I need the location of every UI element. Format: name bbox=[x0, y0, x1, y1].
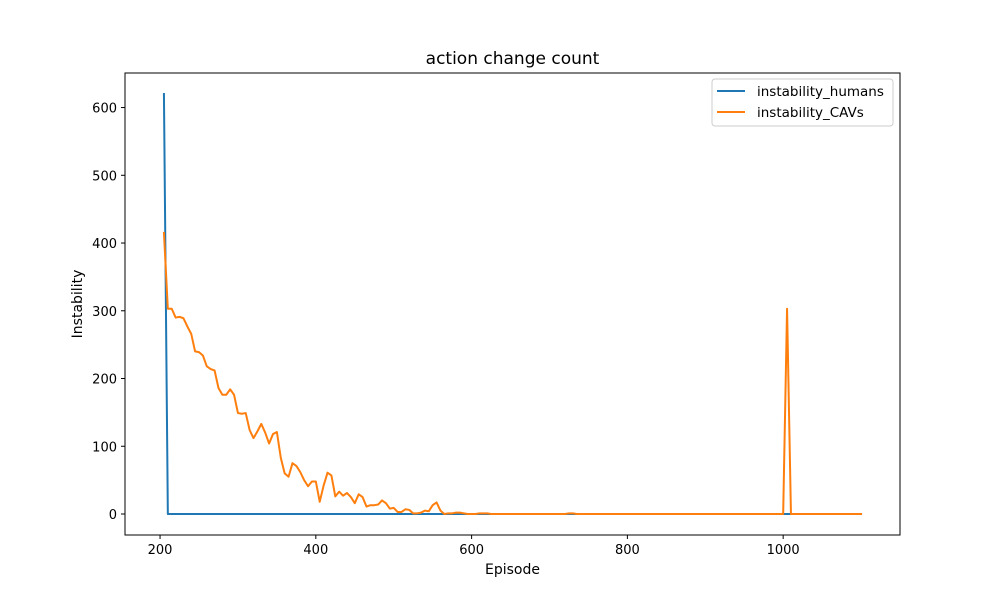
legend-label-1: instability_humans bbox=[757, 84, 884, 100]
x-axis: 200 400 600 800 1000 bbox=[148, 535, 800, 558]
series-layer bbox=[162, 92, 863, 515]
plot-frame bbox=[124, 72, 901, 536]
y-tick-label: 200 bbox=[92, 373, 117, 388]
y-tick-label: 600 bbox=[92, 102, 117, 117]
chart-title: action change count bbox=[426, 49, 600, 69]
y-axis-label: Instability bbox=[70, 270, 86, 339]
y-tick-label: 400 bbox=[92, 237, 117, 252]
legend-box bbox=[711, 78, 894, 127]
x-tick-label: 200 bbox=[148, 543, 173, 558]
x-tick-label: 1000 bbox=[767, 543, 800, 558]
x-tick-label: 600 bbox=[459, 543, 484, 558]
x-tick-label: 400 bbox=[303, 543, 328, 558]
y-tick-label: 100 bbox=[92, 440, 117, 455]
y-axis: 0 100 200 300 400 500 600 bbox=[92, 102, 125, 523]
y-tick-label: 300 bbox=[92, 305, 117, 320]
x-tick-label: 800 bbox=[615, 543, 640, 558]
legend-label-2: instability_CAVs bbox=[757, 105, 864, 121]
series-line-2 bbox=[162, 231, 863, 515]
x-axis-label: Episode bbox=[485, 562, 540, 578]
legend: instability_humans instability_CAVs bbox=[711, 78, 894, 127]
y-tick-label: 0 bbox=[109, 508, 117, 523]
y-tick-label: 500 bbox=[92, 169, 117, 184]
